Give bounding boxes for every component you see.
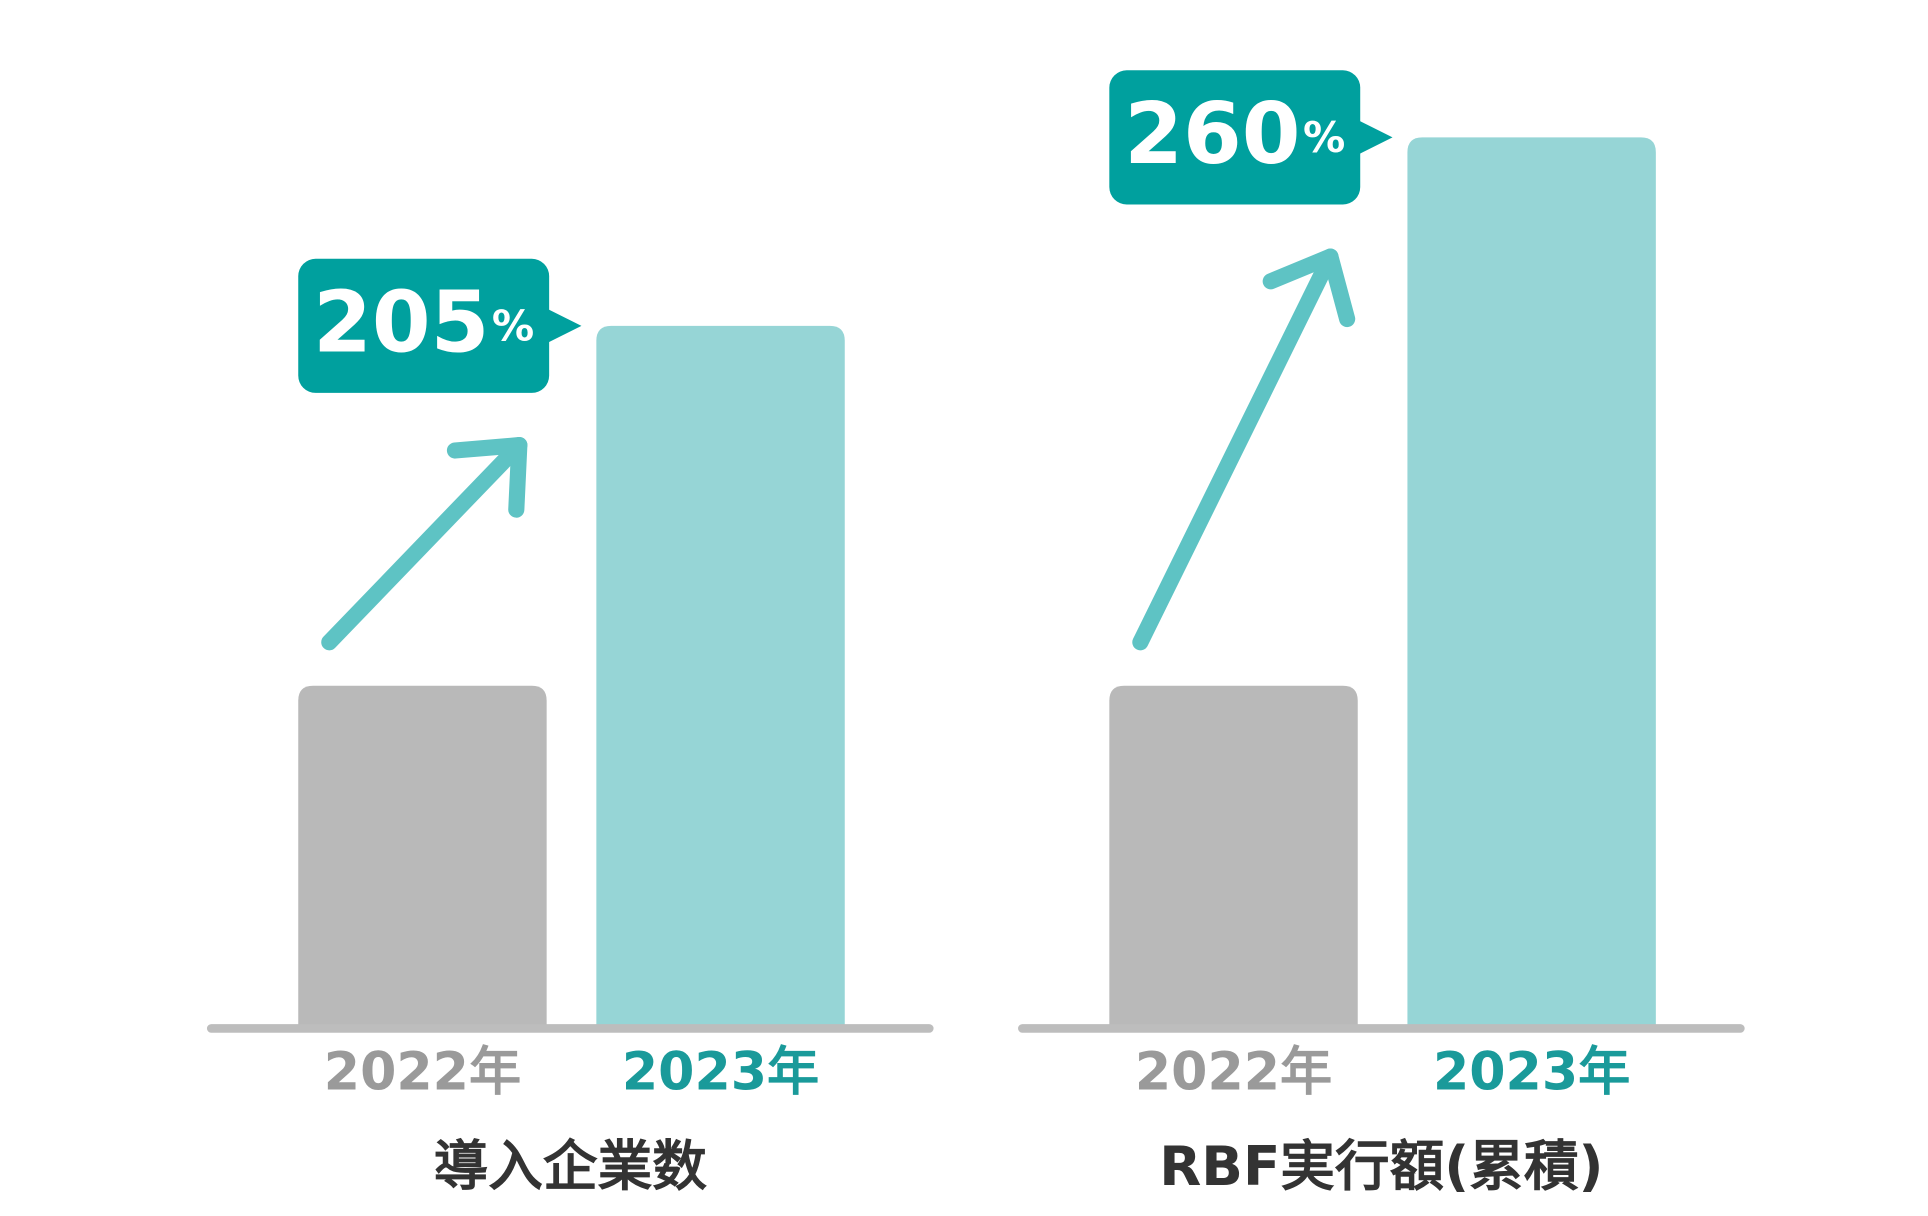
- x-tick-label: 2023年: [622, 1043, 819, 1103]
- arrow-shaft: [1132, 248, 1339, 651]
- annotation: 205%: [313, 273, 534, 371]
- annotation-badge: [1109, 70, 1361, 205]
- arrow-head: [1262, 248, 1356, 328]
- annotation-value: 205: [313, 273, 489, 371]
- arrow-shaft: [321, 437, 528, 651]
- annotation-unit: %: [492, 301, 534, 350]
- bar: [298, 685, 547, 1029]
- annotation: 260%: [1124, 85, 1345, 183]
- bar: [1109, 685, 1358, 1029]
- chart-title: RBF実行額(累積): [1159, 1134, 1603, 1198]
- annotation-pointer: [546, 308, 582, 344]
- chart-title: 導入企業数: [434, 1134, 708, 1198]
- bar: [1407, 137, 1656, 1029]
- annotation-value: 260: [1124, 85, 1300, 183]
- annotation-pointer: [1357, 119, 1393, 155]
- x-tick-label: 2022年: [1135, 1043, 1332, 1103]
- bar: [596, 325, 845, 1029]
- x-tick-label: 2023年: [1433, 1043, 1630, 1103]
- annotation-badge: [298, 258, 550, 393]
- annotation-unit: %: [1303, 112, 1345, 161]
- arrow-head: [446, 437, 528, 518]
- x-tick-label: 2022年: [324, 1043, 521, 1103]
